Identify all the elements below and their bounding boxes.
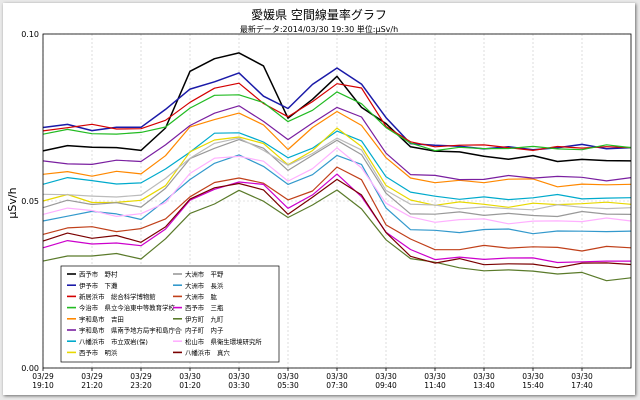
series-line [42, 189, 632, 282]
legend-label: 宇和島市 県南予地方局宇和島庁舎 [79, 326, 182, 335]
x-tick-date: 03/30 [473, 372, 495, 381]
x-tick-date: 03/30 [571, 372, 593, 381]
x-tick-time: 01:20 [179, 381, 201, 390]
x-tick-date: 03/30 [326, 372, 348, 381]
series-line [42, 91, 632, 152]
x-tick-time: 23:20 [130, 381, 152, 390]
x-tick-date: 03/30 [179, 372, 201, 381]
x-tick-date: 03/29 [81, 372, 103, 381]
axes: 0.000.050.1003/2919:1003/2921:2003/2923:… [21, 30, 632, 390]
x-tick-date: 03/30 [228, 372, 250, 381]
legend-label: 宇和島市 吉田 [79, 314, 124, 323]
legend-label: 新居浜市 総合科学博物館 [79, 292, 156, 301]
series-line [42, 154, 632, 235]
x-tick-date: 03/29 [32, 372, 54, 381]
legend-label: 西予市 明浜 [79, 348, 118, 357]
legend-label: 西予市 三瓶 [185, 303, 224, 312]
series-line [42, 67, 632, 151]
x-tick-time: 17:40 [571, 381, 593, 390]
x-tick-time: 13:40 [473, 381, 495, 390]
series-line [42, 82, 632, 151]
series-line [42, 105, 632, 182]
x-tick-date: 03/30 [424, 372, 446, 381]
x-tick-time: 21:20 [81, 381, 103, 390]
series-line [42, 110, 632, 188]
x-tick-date: 03/30 [522, 372, 544, 381]
y-tick-label: 0.00 [21, 364, 39, 373]
legend-label: 八幡浜市 市立双岩(保) [79, 337, 148, 346]
legend-label: 八幡浜市 真穴 [185, 348, 230, 357]
series-line [42, 139, 632, 218]
series-line [42, 130, 632, 201]
legend-label: 内子町 内子 [185, 326, 224, 335]
x-tick-time: 07:30 [326, 381, 348, 390]
x-tick-time: 09:40 [375, 381, 397, 390]
series-line [42, 127, 632, 208]
x-tick-date: 03/29 [130, 372, 152, 381]
series-line [42, 166, 632, 252]
legend-label: 大洲市 長浜 [185, 281, 224, 290]
series-line [42, 173, 631, 264]
x-tick-time: 11:40 [424, 381, 446, 390]
chart-subtitle: 最新データ:2014/03/30 19:30 単位:μSv/h [240, 24, 398, 34]
series-line [42, 147, 632, 225]
legend-label: 松山市 県衛生環境研究所 [185, 337, 262, 346]
legend-label: 伊予市 下灘 [79, 281, 118, 290]
legend-label: 西予市 野村 [79, 270, 118, 279]
chart-frame: 愛媛県 空間線量率グラフ 最新データ:2014/03/30 19:30 単位:μ… [3, 3, 635, 395]
series-line [42, 178, 632, 269]
legend-label: 大洲市 平野 [185, 270, 224, 279]
series-lines [42, 52, 632, 282]
y-axis-label: μSv/h [6, 187, 19, 218]
legend-label: 伊方町 九町 [185, 314, 224, 323]
chart-title: 愛媛県 空間線量率グラフ [251, 7, 387, 22]
y-tick-label: 0.05 [21, 197, 39, 206]
radiation-line-chart: 愛媛県 空間線量率グラフ 最新データ:2014/03/30 19:30 単位:μ… [6, 7, 632, 390]
x-tick-date: 03/30 [375, 372, 397, 381]
x-tick-date: 03/30 [277, 372, 299, 381]
legend-box [60, 265, 280, 363]
series-line [42, 52, 632, 163]
legend-label: 大洲市 肱 [185, 292, 218, 301]
legend-label: 今治市 県立今治東中等教育学校 [79, 303, 175, 312]
series-line [42, 137, 632, 211]
x-tick-time: 15:40 [522, 381, 544, 390]
y-tick-label: 0.10 [21, 30, 39, 39]
x-tick-time: 03:30 [228, 381, 250, 390]
x-tick-time: 05:30 [277, 381, 299, 390]
x-tick-time: 19:10 [32, 381, 54, 390]
